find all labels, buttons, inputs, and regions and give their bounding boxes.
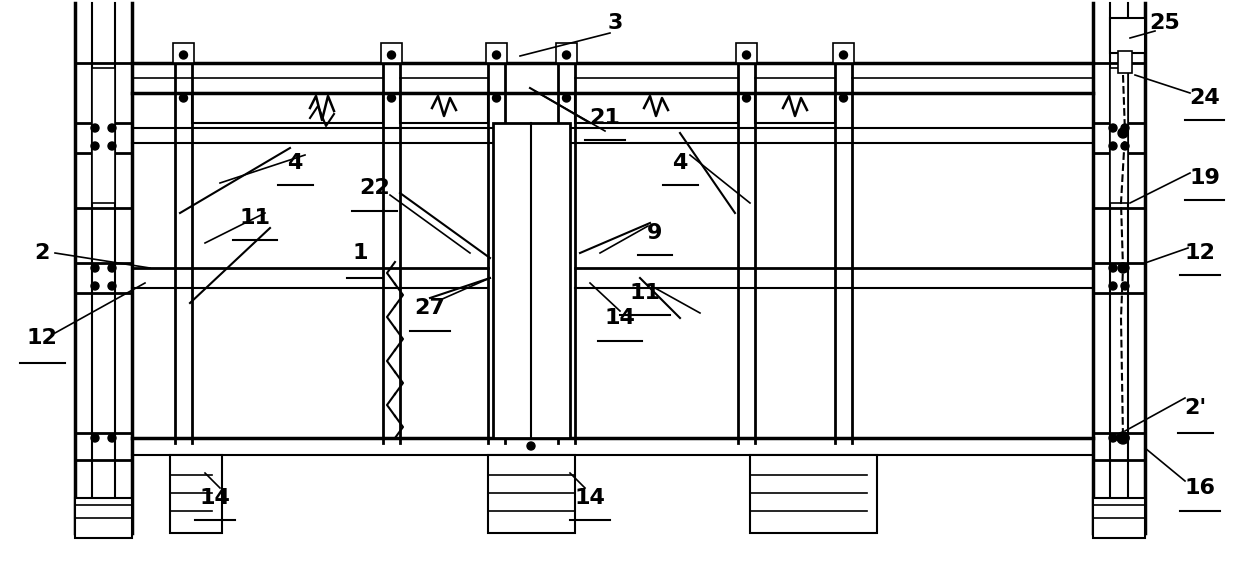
- Text: 2: 2: [35, 243, 50, 263]
- Bar: [174, 43, 193, 63]
- Bar: [74, 63, 131, 208]
- Circle shape: [563, 94, 570, 102]
- Bar: [575, 93, 738, 123]
- Text: 12: 12: [26, 328, 57, 348]
- Circle shape: [1109, 434, 1117, 442]
- Circle shape: [108, 124, 117, 132]
- Bar: [381, 43, 402, 63]
- Circle shape: [527, 442, 534, 450]
- Text: 14: 14: [200, 488, 231, 508]
- Bar: [92, 68, 115, 203]
- Bar: [486, 43, 507, 63]
- Circle shape: [1121, 142, 1128, 150]
- Bar: [556, 43, 577, 63]
- Circle shape: [839, 94, 847, 102]
- Circle shape: [91, 142, 99, 150]
- Text: 16: 16: [1184, 478, 1215, 498]
- Text: 14: 14: [605, 308, 635, 328]
- Circle shape: [91, 434, 99, 442]
- Circle shape: [1121, 434, 1128, 442]
- Text: 19: 19: [1189, 168, 1220, 188]
- Circle shape: [1121, 282, 1128, 290]
- Bar: [494, 123, 570, 438]
- Circle shape: [743, 51, 750, 59]
- Circle shape: [1121, 264, 1128, 272]
- Circle shape: [492, 94, 501, 102]
- Bar: [1110, 68, 1128, 203]
- Circle shape: [1121, 124, 1128, 132]
- Circle shape: [1118, 263, 1128, 273]
- Bar: [833, 43, 854, 63]
- Bar: [1118, 51, 1132, 73]
- Circle shape: [180, 51, 187, 59]
- Bar: [401, 93, 489, 123]
- Text: 11: 11: [239, 208, 270, 228]
- Text: 24: 24: [1189, 88, 1220, 108]
- Circle shape: [1117, 432, 1128, 444]
- Bar: [1110, 18, 1145, 53]
- Bar: [489, 455, 575, 533]
- Text: 2': 2': [1184, 398, 1207, 418]
- Circle shape: [91, 124, 99, 132]
- Text: 4: 4: [288, 153, 303, 173]
- Text: 4: 4: [672, 153, 688, 173]
- Bar: [755, 93, 835, 123]
- Text: 14: 14: [574, 488, 605, 508]
- Text: 1: 1: [352, 243, 368, 263]
- Text: 12: 12: [1184, 243, 1215, 263]
- Circle shape: [839, 51, 847, 59]
- Text: 11: 11: [630, 283, 661, 303]
- Circle shape: [108, 264, 117, 272]
- Circle shape: [1118, 128, 1128, 138]
- Text: 21: 21: [589, 108, 620, 128]
- Bar: [737, 43, 756, 63]
- Circle shape: [108, 434, 117, 442]
- Circle shape: [108, 142, 117, 150]
- Circle shape: [1109, 264, 1117, 272]
- Bar: [1092, 498, 1145, 538]
- Text: 22: 22: [360, 178, 391, 198]
- Bar: [74, 498, 131, 538]
- Circle shape: [91, 264, 99, 272]
- Bar: [750, 455, 877, 533]
- Circle shape: [1109, 142, 1117, 150]
- Circle shape: [563, 51, 570, 59]
- Circle shape: [743, 94, 750, 102]
- Circle shape: [492, 51, 501, 59]
- Circle shape: [387, 94, 396, 102]
- Text: 25: 25: [1149, 13, 1180, 33]
- Circle shape: [1109, 282, 1117, 290]
- Circle shape: [180, 94, 187, 102]
- Text: 9: 9: [647, 223, 662, 243]
- Bar: [170, 455, 222, 533]
- Circle shape: [1109, 124, 1117, 132]
- Text: 3: 3: [608, 13, 622, 33]
- Bar: [192, 93, 383, 123]
- Circle shape: [387, 51, 396, 59]
- Circle shape: [91, 282, 99, 290]
- Circle shape: [108, 282, 117, 290]
- Bar: [1092, 63, 1145, 208]
- Text: 27: 27: [414, 298, 445, 318]
